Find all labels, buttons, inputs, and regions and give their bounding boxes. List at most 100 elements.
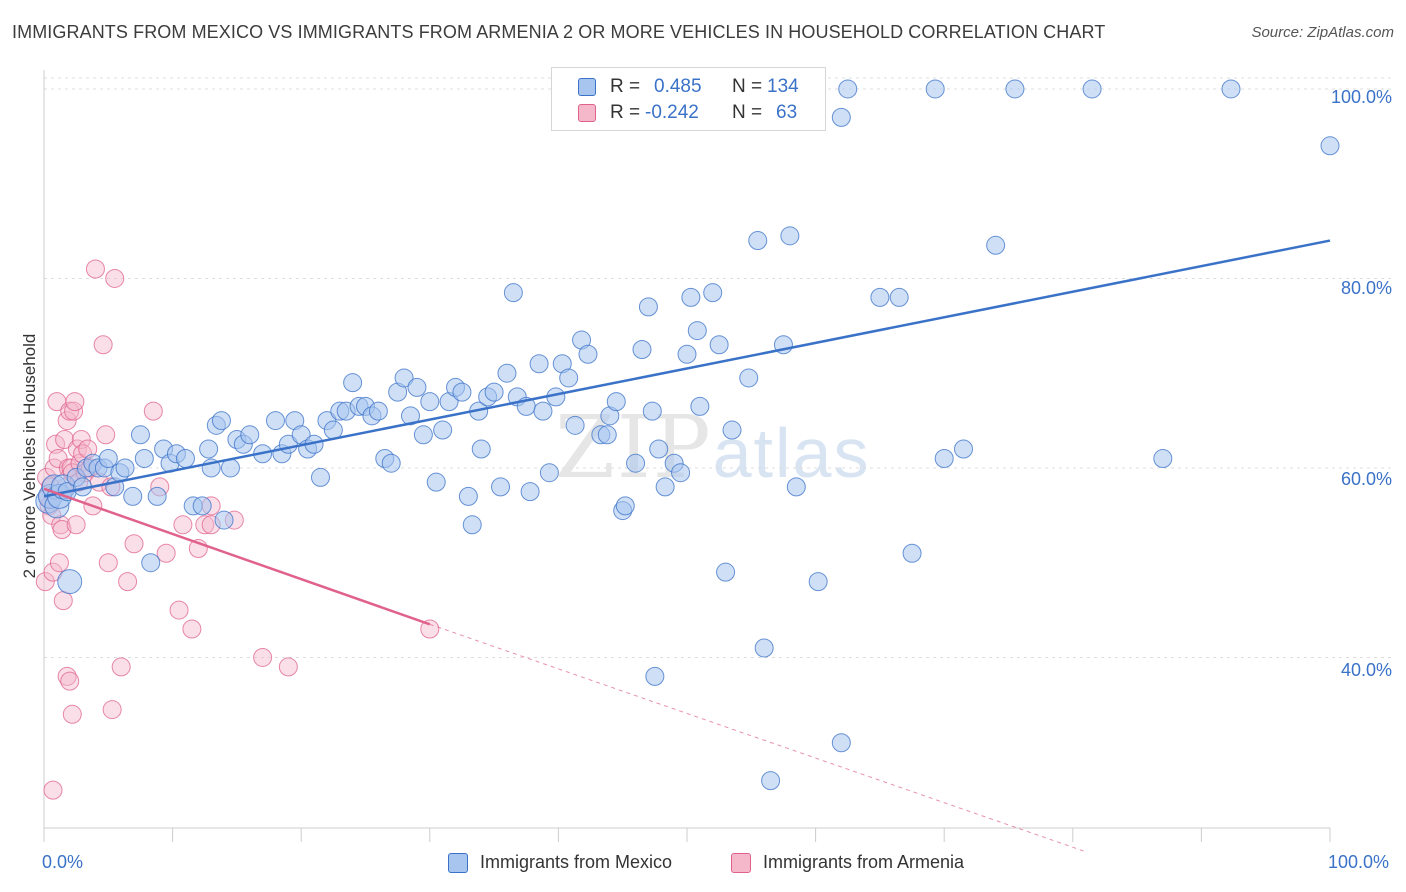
armenia-point [85, 259, 105, 279]
mexico-point [265, 411, 285, 431]
mexico-point [626, 453, 646, 473]
mexico-point [925, 79, 945, 99]
mexico-point [953, 439, 973, 459]
mexico-point [1320, 136, 1340, 156]
mexico-point [175, 448, 195, 468]
armenia-point [278, 657, 298, 677]
mexico-point [615, 496, 635, 516]
mexico-point [484, 382, 504, 402]
mexico-point [520, 482, 540, 502]
mexico-point [433, 420, 453, 440]
mexico-point [98, 448, 118, 468]
armenia-point [182, 619, 202, 639]
series-legend: Immigrants from Mexico Immigrants from A… [0, 852, 1406, 878]
mexico-point [632, 340, 652, 360]
mexico-point [597, 425, 617, 445]
armenia-point [173, 515, 193, 535]
armenia-point [35, 572, 55, 592]
mexico-point [838, 79, 858, 99]
mexico-point [808, 572, 828, 592]
legend-armenia-swatch [578, 104, 596, 122]
mexico-point [831, 107, 851, 127]
mexico-point [703, 283, 723, 303]
x-tick-label-max: 100.0% [1328, 852, 1390, 872]
legend-item-armenia-label: Immigrants from Armenia [763, 852, 965, 872]
mexico-point [413, 425, 433, 445]
armenia-point [53, 591, 73, 611]
mexico-point [831, 733, 851, 753]
mexico-point [497, 363, 517, 383]
armenia-point [55, 430, 75, 450]
mexico-point [57, 569, 83, 595]
mexico-point [420, 392, 440, 412]
mexico-point [638, 297, 658, 317]
armenia-point [111, 657, 131, 677]
legend-mexico-swatch [578, 78, 596, 96]
armenia-point [143, 401, 163, 421]
mexico-point [407, 377, 427, 397]
mexico-point [1153, 448, 1173, 468]
mexico-point [739, 368, 759, 388]
mexico-point [761, 771, 781, 791]
mexico-point [1082, 79, 1102, 99]
mexico-point [559, 368, 579, 388]
mexico-point [780, 226, 800, 246]
mexico-point [199, 439, 219, 459]
armenia-point [49, 553, 69, 573]
mexico-point [401, 406, 421, 426]
armenia-point [118, 572, 138, 592]
mexico-point [754, 638, 774, 658]
mexico-point [645, 666, 665, 686]
armenia-point [102, 700, 122, 720]
mexico-point [889, 287, 909, 307]
armenia-point [124, 534, 144, 554]
mexico-point [539, 463, 559, 483]
legend-item-armenia-swatch [731, 852, 751, 873]
armenia-point [60, 671, 80, 691]
mexico-point [130, 425, 150, 445]
mexico-trend-line [43, 239, 1331, 498]
mexico-point [655, 477, 675, 497]
mexico-point [870, 287, 890, 307]
armenia-point [65, 392, 85, 412]
mexico-point [1005, 79, 1025, 99]
armenia-point [420, 619, 440, 639]
mexico-point [115, 458, 135, 478]
mexico-point [211, 411, 231, 431]
source-credit: Source: ZipAtlas.com [1251, 24, 1394, 41]
mexico-point [902, 543, 922, 563]
mexico-point [934, 448, 954, 468]
mexico-point [368, 401, 388, 421]
mexico-point [458, 486, 478, 506]
mexico-point [529, 354, 549, 374]
mexico-point [786, 477, 806, 497]
mexico-point [722, 420, 742, 440]
mexico-point [343, 373, 363, 393]
mexico-point [565, 415, 585, 435]
mexico-point [381, 453, 401, 473]
mexico-point [134, 448, 154, 468]
mexico-point [214, 510, 234, 530]
mexico-point [681, 287, 701, 307]
armenia-point [71, 430, 91, 450]
armenia-point [62, 704, 82, 724]
mexico-point [192, 496, 212, 516]
legend-mexico-n-value: 134 [767, 76, 799, 97]
legend-armenia-n-label: N = [732, 102, 763, 123]
legend-armenia-r-value: -0.242 [645, 102, 699, 123]
mexico-point [578, 344, 598, 364]
mexico-point [310, 467, 330, 487]
armenia-point [64, 401, 84, 421]
mexico-point [748, 231, 768, 251]
armenia-point [46, 434, 66, 454]
watermark-zip: ZIP [555, 398, 713, 498]
mexico-point [716, 562, 736, 582]
mexico-point [649, 439, 669, 459]
mexico-point [690, 396, 710, 416]
armenia-trend-line [43, 487, 431, 626]
mexico-point [123, 486, 143, 506]
y-tick-label-60: 60.0% [1340, 469, 1392, 489]
legend-armenia-n-value: 63 [776, 102, 798, 123]
legend-mexico-r-label: R = [610, 76, 641, 97]
